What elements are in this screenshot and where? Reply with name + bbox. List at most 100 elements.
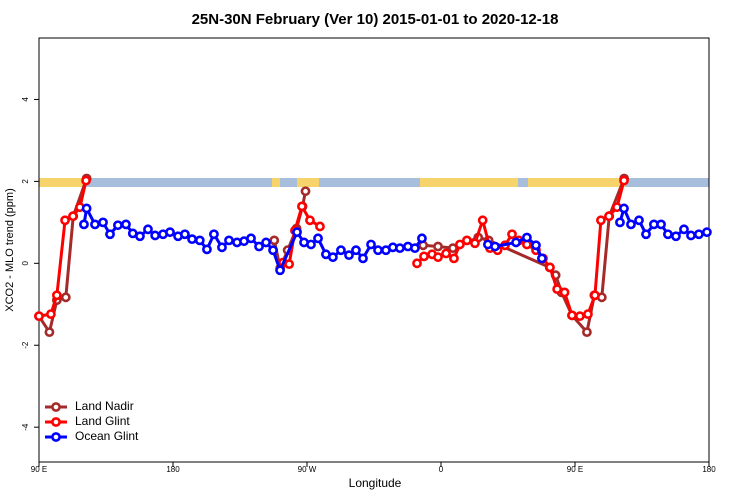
point	[522, 232, 532, 243]
point	[306, 239, 316, 250]
point	[619, 203, 629, 214]
point	[351, 245, 361, 256]
point	[336, 245, 346, 256]
point	[261, 237, 271, 248]
point	[507, 229, 517, 240]
point	[254, 241, 264, 252]
point	[328, 252, 338, 263]
point	[511, 237, 521, 248]
point	[410, 243, 420, 254]
map-strip	[39, 178, 709, 187]
point	[60, 292, 71, 303]
y-tick-label: 4	[21, 97, 30, 102]
point	[150, 230, 161, 241]
point	[313, 233, 323, 244]
point	[300, 186, 311, 197]
point	[187, 234, 197, 245]
point	[81, 203, 92, 214]
point	[455, 239, 465, 250]
point	[305, 215, 315, 226]
point	[292, 227, 302, 238]
point	[366, 239, 376, 250]
x-tick-label: 90 E	[567, 465, 583, 474]
point	[113, 220, 123, 231]
point	[224, 235, 234, 246]
point	[477, 215, 488, 226]
point	[121, 219, 131, 230]
y-tick-label: -4	[21, 423, 30, 431]
x-tick-label: 90 W	[298, 465, 317, 474]
point	[433, 241, 443, 252]
point	[79, 219, 89, 230]
chart-title: 25N-30N February (Ver 10) 2015-01-01 to …	[192, 11, 559, 28]
point	[448, 243, 458, 254]
point	[135, 231, 145, 242]
point	[567, 310, 577, 321]
x-tick-label: 90 E	[31, 465, 47, 474]
point	[417, 233, 427, 244]
x-axis-label: Longitude	[349, 476, 402, 490]
point	[679, 224, 689, 235]
point	[90, 219, 100, 230]
point	[202, 244, 212, 255]
point	[693, 229, 704, 240]
point	[68, 211, 78, 222]
legend-label: Land Glint	[75, 414, 130, 428]
point	[284, 259, 295, 270]
point	[559, 287, 570, 298]
point	[44, 327, 55, 338]
point	[615, 217, 625, 228]
plot-frame	[38, 37, 710, 463]
point	[441, 248, 451, 259]
point	[619, 175, 629, 186]
point	[51, 290, 62, 301]
legend-marker	[51, 432, 61, 442]
point	[373, 245, 383, 256]
point	[358, 253, 368, 264]
point	[194, 235, 205, 246]
y-tick-label: 0	[21, 261, 30, 266]
point	[626, 219, 636, 230]
legend-label: Ocean Glint	[75, 429, 139, 443]
y-axis-label: XCO2 - MLO trend (ppm)	[4, 188, 16, 311]
point	[552, 284, 563, 295]
point	[449, 253, 459, 264]
land-strip	[420, 178, 518, 187]
land-strip	[272, 178, 280, 187]
land-strip	[528, 178, 625, 187]
legend-label: Land Nadir	[75, 399, 134, 413]
point	[604, 211, 614, 222]
point	[395, 243, 405, 254]
point	[663, 229, 673, 240]
point	[470, 238, 480, 249]
y-tick-label: 2	[21, 179, 30, 184]
point	[596, 215, 606, 226]
point	[656, 219, 666, 230]
point	[490, 241, 500, 252]
point	[537, 253, 547, 264]
point	[545, 262, 555, 273]
point	[702, 227, 712, 238]
point	[575, 311, 585, 322]
x-tick-label: 0	[439, 465, 444, 474]
point	[275, 265, 285, 276]
point	[143, 224, 153, 235]
point	[583, 309, 593, 320]
point	[634, 215, 644, 226]
point	[34, 311, 44, 322]
legend-marker	[51, 417, 61, 427]
point	[209, 229, 219, 240]
x-tick-label: 180	[166, 465, 180, 474]
x-tick-label: 180	[702, 465, 716, 474]
point	[686, 230, 696, 241]
point	[180, 229, 190, 240]
point	[671, 231, 681, 242]
point	[105, 229, 115, 240]
land-strip	[39, 178, 86, 187]
point	[582, 327, 592, 338]
y-tick-label: -2	[21, 341, 30, 349]
point	[81, 175, 91, 186]
land-strip	[297, 178, 319, 187]
